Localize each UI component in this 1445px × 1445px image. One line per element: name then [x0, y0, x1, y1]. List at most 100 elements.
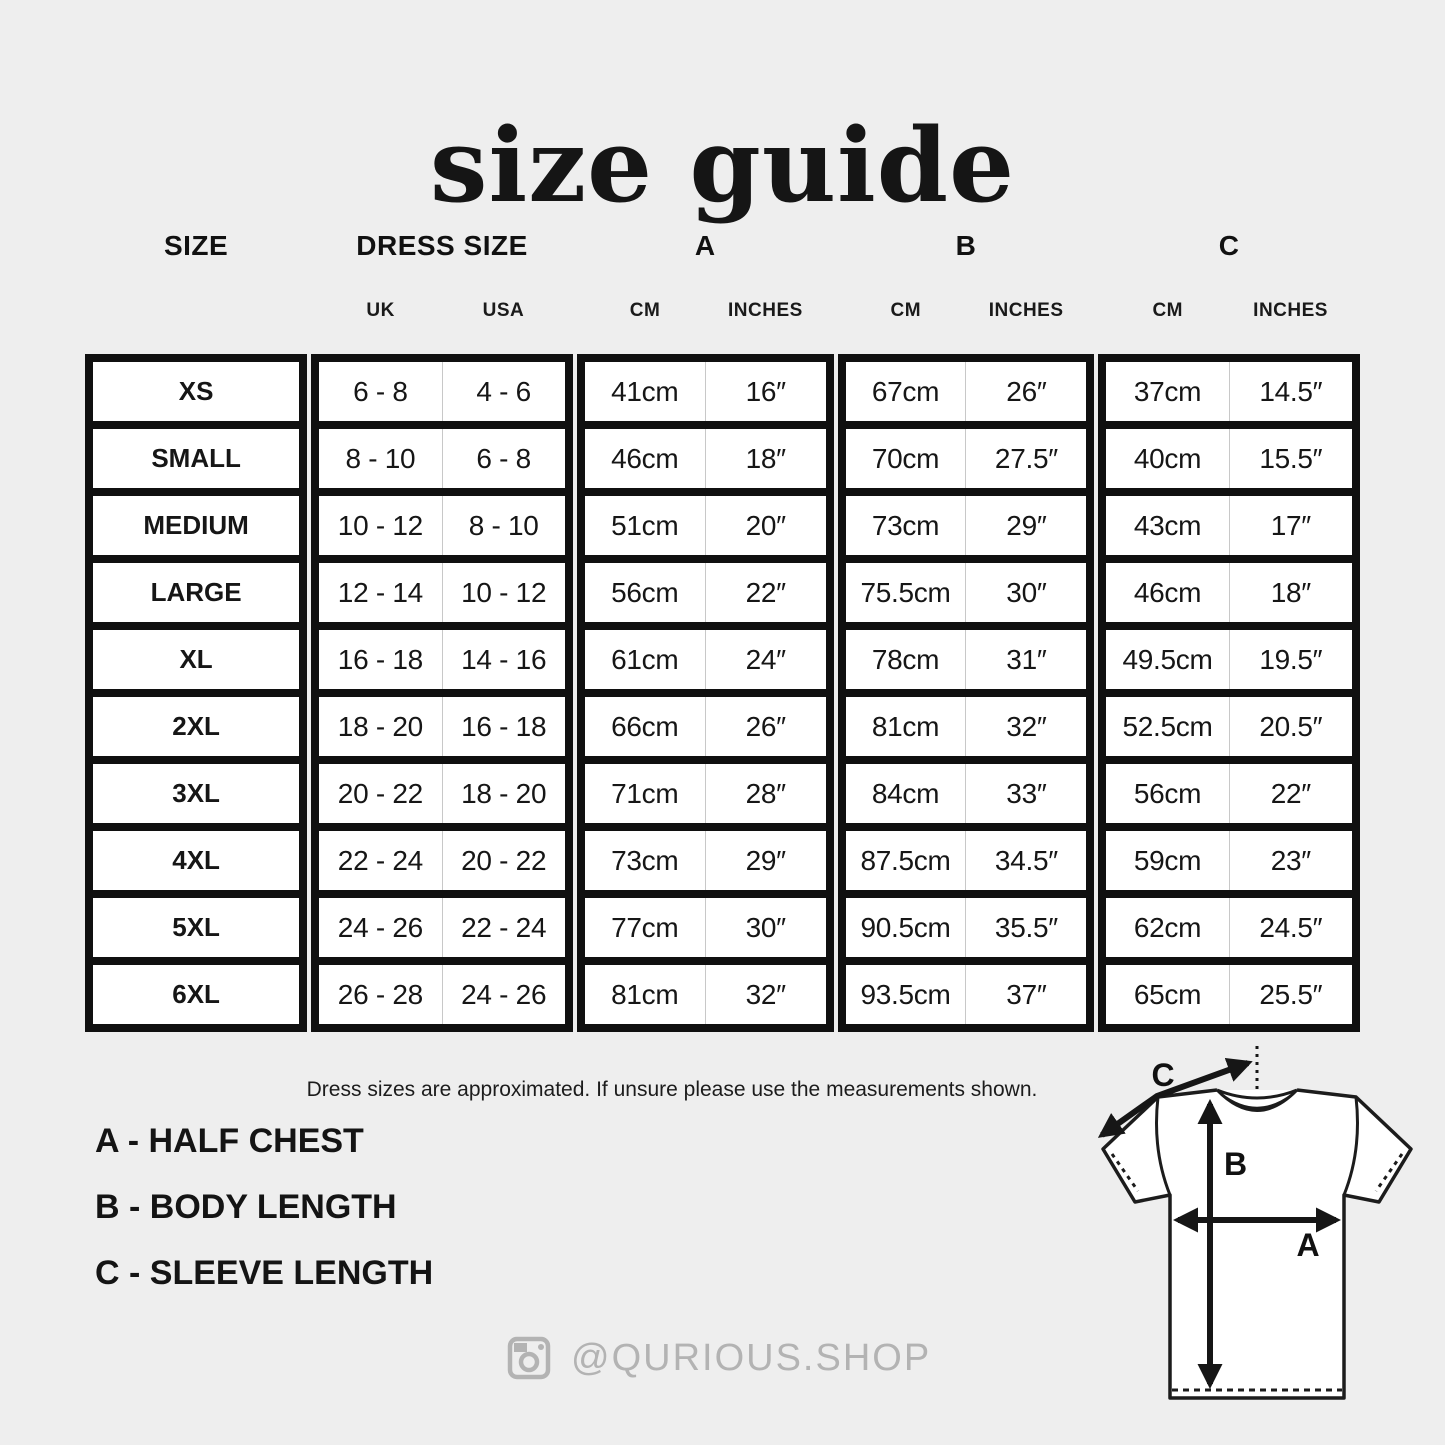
instagram-row: @QURIOUS.SHOP [507, 1336, 931, 1380]
table-row-cell: 16 - 18 14 - 16 [319, 630, 565, 689]
table-row-cell: XL [93, 630, 300, 689]
table-row-cell: 70cm 27.5″ [845, 429, 1087, 488]
table-row-cell: 12 - 14 10 - 12 [319, 563, 565, 622]
measurement-value: 32″ [745, 978, 786, 1010]
table-sub-headers: UK USA CM INCHES CM INCHES CM INCHES [85, 300, 1360, 322]
table-row-cell: 84cm 33″ [845, 764, 1087, 823]
measurement-value: 15.5″ [1259, 442, 1323, 474]
measurement-value: 28″ [745, 777, 786, 809]
measurement-value: 59cm [1106, 831, 1230, 890]
column-group-header-size: SIZE [163, 230, 229, 261]
measurement-value: 71cm [585, 764, 706, 823]
measurement-value: 61cm [585, 630, 706, 689]
size-label: 2XL [172, 711, 220, 741]
legend-item-c: C - SLEEVE LENGTH [95, 1254, 434, 1292]
measurement-value: 22 - 24 [461, 911, 547, 943]
measurement-value: 37cm [1106, 362, 1230, 421]
right-cuff-stitching [1374, 1153, 1404, 1192]
size-label: MEDIUM [143, 510, 249, 540]
column-group-size: XS SMALL MEDIUM LARGE XL 2XL 3XL 4XL 5XL 6XL [85, 354, 308, 1032]
measurement-value: 20.5″ [1259, 710, 1323, 742]
sub-header-usa: USA [482, 300, 525, 321]
table-row-cell: 77cm 30″ [584, 898, 826, 957]
measurement-value: 4 - 6 [476, 375, 531, 407]
page-title: size guide [430, 106, 1015, 227]
measurement-value: 51cm [585, 496, 706, 555]
arrow-label-a: A [1296, 1227, 1319, 1263]
measurement-value: 93.5cm [846, 965, 967, 1024]
size-label: 3XL [172, 778, 220, 808]
table-row-cell: 52.5cm 20.5″ [1106, 697, 1352, 756]
table-row-cell: 73cm 29″ [845, 496, 1087, 555]
table-row-cell: 56cm 22″ [584, 563, 826, 622]
table-row-cell: 43cm 17″ [1106, 496, 1352, 555]
table-row-cell: MEDIUM [93, 496, 300, 555]
sub-header-b: CM INCHES [838, 300, 1095, 322]
table-row-cell: 18 - 20 16 - 18 [319, 697, 565, 756]
sub-header-a-cm: CM [629, 300, 661, 321]
column-group-header-a: A [694, 230, 716, 261]
measurement-value: 49.5cm [1106, 630, 1230, 689]
measurement-value: 19.5″ [1259, 643, 1323, 675]
column-group-header-b: B [955, 230, 977, 261]
measurement-value: 14 - 16 [461, 643, 547, 675]
sub-header-uk: UK [366, 300, 395, 321]
sub-header-a-inches: INCHES [728, 300, 803, 321]
measurement-value: 31″ [1006, 643, 1047, 675]
table-row-cell: 56cm 22″ [1106, 764, 1352, 823]
measurement-value: 20″ [745, 509, 786, 541]
column-group-dress-size: 6 - 8 4 - 6 8 - 10 6 - 8 10 - 12 8 - 10 12 - 1… [311, 354, 573, 1032]
measurement-value: 20 - 22 [461, 844, 547, 876]
table-row-cell: 2XL [93, 697, 300, 756]
measurement-value: 24 - 26 [319, 898, 443, 957]
size-table: XS SMALL MEDIUM LARGE XL 2XL 3XL 4XL 5XL 6XL 6 - 8… [85, 354, 1360, 1032]
measurement-value: 27.5″ [994, 442, 1058, 474]
measurement-value: 22 - 24 [319, 831, 443, 890]
legend-item-b: B - BODY LENGTH [95, 1188, 397, 1226]
sub-header-dress-size: UK USA [311, 300, 573, 322]
table-row-cell: 71cm 28″ [584, 764, 826, 823]
table-row-cell: 4XL [93, 831, 300, 890]
table-row-cell: LARGE [93, 563, 300, 622]
measurement-value: 17″ [1270, 509, 1311, 541]
measurement-value: 46cm [585, 429, 706, 488]
measurement-value: 23″ [1270, 844, 1311, 876]
sub-header-b-cm: CM [890, 300, 922, 321]
measurement-value: 6 - 8 [476, 442, 531, 474]
table-row-cell: 62cm 24.5″ [1106, 898, 1352, 957]
measurement-value: 8 - 10 [468, 509, 539, 541]
sub-header-c-inches: INCHES [1253, 300, 1328, 321]
measurement-value: 18 - 20 [461, 777, 547, 809]
column-group-header-dress-size: DRESS SIZE [356, 230, 528, 261]
table-row-cell: 81cm 32″ [584, 965, 826, 1024]
measurement-value: 22″ [1270, 777, 1311, 809]
measurement-value: 73cm [585, 831, 706, 890]
right-sleeve-seam [1342, 1096, 1359, 1196]
measurement-value: 70cm [846, 429, 967, 488]
tshirt-diagram: C B A [1097, 1046, 1413, 1400]
instagram-handle: @QURIOUS.SHOP [571, 1336, 932, 1379]
footnote: Dress sizes are approximated. If unsure … [306, 1078, 1038, 1101]
table-row-cell: 5XL [93, 898, 300, 957]
sub-header-c: CM INCHES [1098, 300, 1360, 322]
measurement-value: 77cm [585, 898, 706, 957]
measurement-value: 29″ [1006, 509, 1047, 541]
measurement-value: 26″ [1006, 375, 1047, 407]
measurement-value: 73cm [846, 496, 967, 555]
measurement-value: 29″ [745, 844, 786, 876]
table-row-cell: 75.5cm 30″ [845, 563, 1087, 622]
measurement-value: 56cm [585, 563, 706, 622]
measurement-value: 46cm [1106, 563, 1230, 622]
table-row-cell: 65cm 25.5″ [1106, 965, 1352, 1024]
measurement-value: 43cm [1106, 496, 1230, 555]
table-row-cell: 61cm 24″ [584, 630, 826, 689]
table-row-cell: 24 - 26 22 - 24 [319, 898, 565, 957]
measurement-value: 84cm [846, 764, 967, 823]
table-row-cell: 20 - 22 18 - 20 [319, 764, 565, 823]
column-group-a: 41cm 16″ 46cm 18″ 51cm 20″ 56cm 22″ 61cm 24″ 66cm 2… [576, 354, 834, 1032]
table-row-cell: 46cm 18″ [584, 429, 826, 488]
size-label: 6XL [172, 979, 220, 1009]
measurement-value: 52.5cm [1106, 697, 1230, 756]
column-group-c: 37cm 14.5″ 40cm 15.5″ 43cm 17″ 46cm 18″ 49.5cm 19… [1098, 354, 1360, 1032]
